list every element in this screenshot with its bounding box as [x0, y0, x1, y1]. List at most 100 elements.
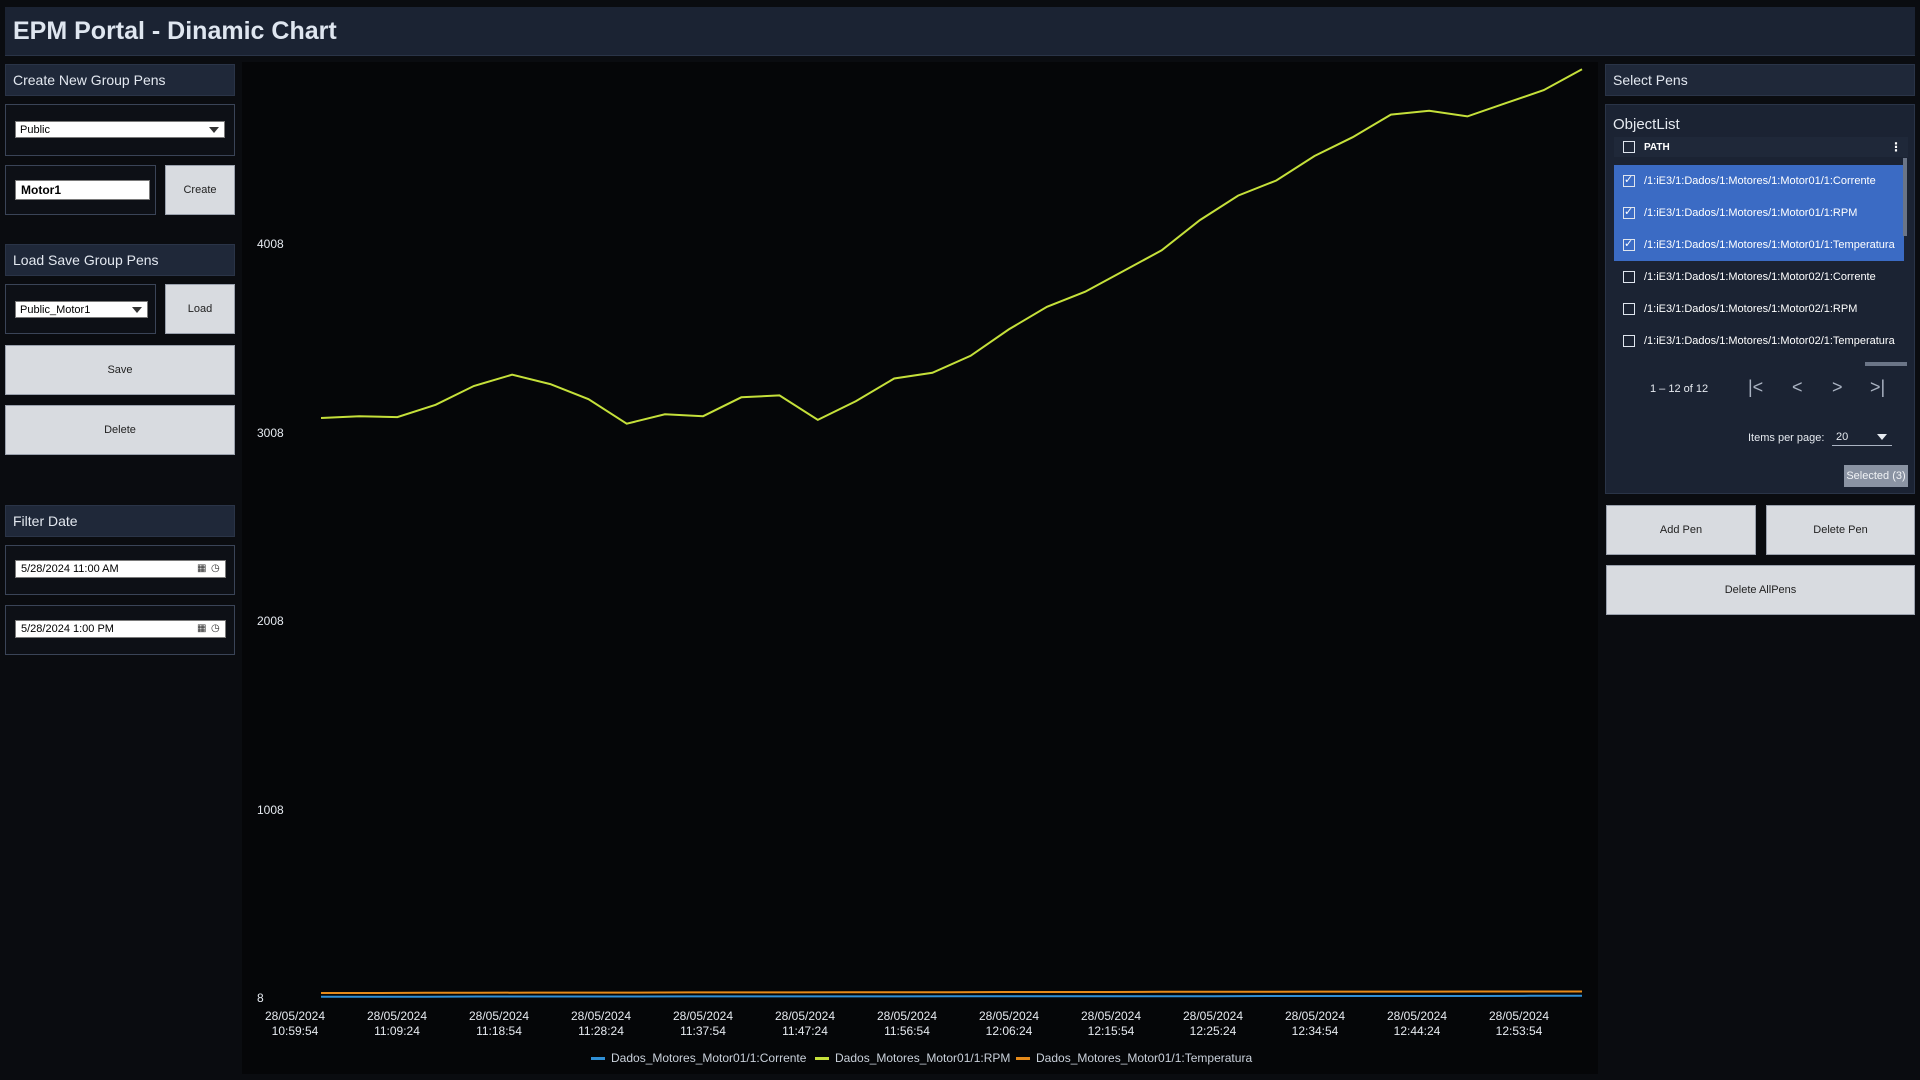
select-all-checkbox[interactable] [1623, 141, 1635, 153]
table-row[interactable]: /1:iE3/1:Dados/1:Motores/1:Motor02/1:Cor… [1614, 261, 1904, 293]
series-line-1 [320, 68, 1583, 425]
legend-swatch [1016, 1056, 1030, 1060]
end-date-input[interactable]: 5/28/2024 1:00 PM ▦ ◷ [15, 620, 226, 638]
table-row[interactable]: /1:iE3/1:Dados/1:Motores/1:Motor02/1:RPM [1614, 293, 1904, 325]
x-tick-time: 11:37:54 [680, 1024, 726, 1038]
x-tick-label: 28/05/2024 11:09:24 [357, 1009, 437, 1039]
group-name-panel: Motor1 [5, 165, 156, 215]
app-title: EPM Portal - Dinamic Chart [13, 17, 337, 45]
x-tick-time: 11:09:24 [374, 1024, 420, 1038]
row-path: /1:iE3/1:Dados/1:Motores/1:Motor02/1:RPM [1644, 303, 1858, 315]
x-tick-label: 28/05/2024 11:56:54 [867, 1009, 947, 1039]
last-page-icon[interactable]: >| [1870, 377, 1886, 397]
clock-icon[interactable]: ◷ [211, 623, 220, 634]
delete-pen-button[interactable]: Delete Pen [1766, 505, 1915, 555]
legend-item[interactable]: Dados_Motores_Motor01/1:Temperatura [1016, 1051, 1252, 1065]
table-row[interactable]: /1:iE3/1:Dados/1:Motores/1:Motor01/1:Tem… [1614, 229, 1904, 261]
load-button[interactable]: Load [165, 284, 235, 334]
x-tick-date: 28/05/2024 [1386, 1009, 1448, 1023]
create-group-header: Create New Group Pens [5, 64, 235, 96]
start-date-value: 5/28/2024 11:00 AM [21, 563, 119, 575]
items-per-page-select[interactable]: 20 [1832, 429, 1892, 446]
x-tick-time: 11:47:24 [782, 1024, 828, 1038]
chart-area[interactable] [242, 62, 1598, 1074]
x-tick-date: 28/05/2024 [978, 1009, 1040, 1023]
visibility-select[interactable]: Public [15, 121, 225, 138]
table-row[interactable]: /1:iE3/1:Dados/1:Motores/1:Motor01/1:Cor… [1614, 165, 1904, 197]
row-checkbox[interactable] [1623, 173, 1635, 187]
start-date-panel: 5/28/2024 11:00 AM ▦ ◷ [5, 545, 235, 595]
row-checkbox[interactable] [1623, 271, 1635, 283]
load-group-header: Load Save Group Pens [5, 244, 235, 276]
x-tick-date: 28/05/2024 [468, 1009, 530, 1023]
next-page-icon[interactable]: > [1832, 377, 1843, 397]
y-tick-label: 1008 [257, 802, 284, 817]
x-tick-date: 28/05/2024 [1284, 1009, 1346, 1023]
x-tick-date: 28/05/2024 [1080, 1009, 1142, 1023]
end-date-value: 5/28/2024 1:00 PM [21, 623, 114, 635]
x-tick-time: 12:53:54 [1495, 1024, 1543, 1038]
path-column-header: PATH [1644, 141, 1670, 153]
y-tick-label: 2008 [257, 614, 284, 628]
group-name-input[interactable]: Motor1 [15, 180, 150, 200]
calendar-icon[interactable]: ▦ [197, 623, 207, 634]
x-tick-time: 12:06:24 [985, 1024, 1033, 1038]
add-pen-button[interactable]: Add Pen [1606, 505, 1756, 555]
x-tick-date: 28/05/2024 [774, 1009, 836, 1023]
legend-label: Dados_Motores_Motor01/1:RPM [835, 1051, 1011, 1065]
start-date-input[interactable]: 5/28/2024 11:00 AM ▦ ◷ [15, 560, 226, 578]
x-tick-time: 11:28:24 [578, 1024, 624, 1038]
y-tick-label: 3008 [257, 425, 284, 440]
chevron-down-icon [1877, 434, 1887, 440]
delete-button[interactable]: Delete [5, 405, 235, 455]
row-checkbox[interactable] [1623, 237, 1635, 251]
row-checkbox[interactable] [1623, 303, 1635, 315]
previous-page-icon[interactable]: < [1792, 377, 1803, 397]
visibility-panel: Public [5, 104, 235, 156]
row-path: /1:iE3/1:Dados/1:Motores/1:Motor02/1:Tem… [1644, 335, 1895, 347]
x-tick-date: 28/05/2024 [570, 1009, 632, 1023]
legend-item[interactable]: Dados_Motores_Motor01/1:Corrente [591, 1051, 806, 1065]
series-line-0 [321, 994, 1582, 998]
end-date-panel: 5/28/2024 1:00 PM ▦ ◷ [5, 605, 235, 655]
row-checkbox[interactable] [1623, 205, 1635, 219]
table-row[interactable]: /1:iE3/1:Dados/1:Motores/1:Motor02/1:Tem… [1614, 325, 1904, 357]
saved-group-select[interactable]: Public_Motor1 [15, 301, 148, 318]
calendar-icon[interactable]: ▦ [197, 563, 207, 574]
x-tick-label: 28/05/2024 12:15:54 [1071, 1009, 1151, 1039]
x-tick-label: 28/05/2024 11:47:24 [765, 1009, 845, 1039]
grid-header: PATH ⋮ [1614, 137, 1908, 157]
vertical-scrollbar[interactable] [1903, 158, 1907, 236]
series-line-2 [321, 990, 1582, 994]
range-label: 1 – 12 of 12 [1650, 383, 1709, 395]
legend-swatch [591, 1056, 605, 1060]
x-tick-time: 12:25:24 [1189, 1024, 1237, 1038]
row-checkbox[interactable] [1623, 335, 1635, 347]
items-per-page-label: Items per page: [1748, 432, 1825, 444]
clock-icon[interactable]: ◷ [211, 563, 220, 574]
x-tick-date: 28/05/2024 [672, 1009, 734, 1023]
legend-swatch [815, 1056, 829, 1060]
x-tick-label: 28/05/2024 10:59:54 [255, 1009, 335, 1039]
horizontal-scrollbar[interactable] [1865, 362, 1907, 366]
y-tick-label: 4008 [257, 237, 284, 251]
line-chart[interactable] [242, 62, 1598, 1074]
legend-item[interactable]: Dados_Motores_Motor01/1:RPM [815, 1051, 1010, 1065]
filter-date-header: Filter Date [5, 505, 235, 537]
x-tick-label: 28/05/2024 12:06:24 [969, 1009, 1049, 1039]
title-bar: EPM Portal - Dinamic Chart [5, 7, 1915, 56]
legend-label: Dados_Motores_Motor01/1:Temperatura [1036, 1051, 1253, 1065]
x-tick-label: 28/05/2024 12:53:54 [1479, 1009, 1559, 1039]
create-button[interactable]: Create [165, 165, 235, 215]
table-row[interactable]: /1:iE3/1:Dados/1:Motores/1:Motor01/1:RPM [1614, 197, 1904, 229]
x-tick-date: 28/05/2024 [876, 1009, 938, 1023]
delete-all-pens-button[interactable]: Delete AllPens [1606, 565, 1915, 615]
x-tick-label: 28/05/2024 12:25:24 [1173, 1009, 1253, 1039]
column-menu-icon[interactable]: ⋮ [1890, 140, 1902, 154]
save-button[interactable]: Save [5, 345, 235, 395]
first-page-icon[interactable]: |< [1748, 377, 1764, 397]
row-path: /1:iE3/1:Dados/1:Motores/1:Motor01/1:Tem… [1644, 239, 1895, 251]
saved-group-panel: Public_Motor1 [5, 284, 156, 334]
select-pens-header: Select Pens [1605, 64, 1915, 96]
x-tick-date: 28/05/2024 [1182, 1009, 1244, 1023]
